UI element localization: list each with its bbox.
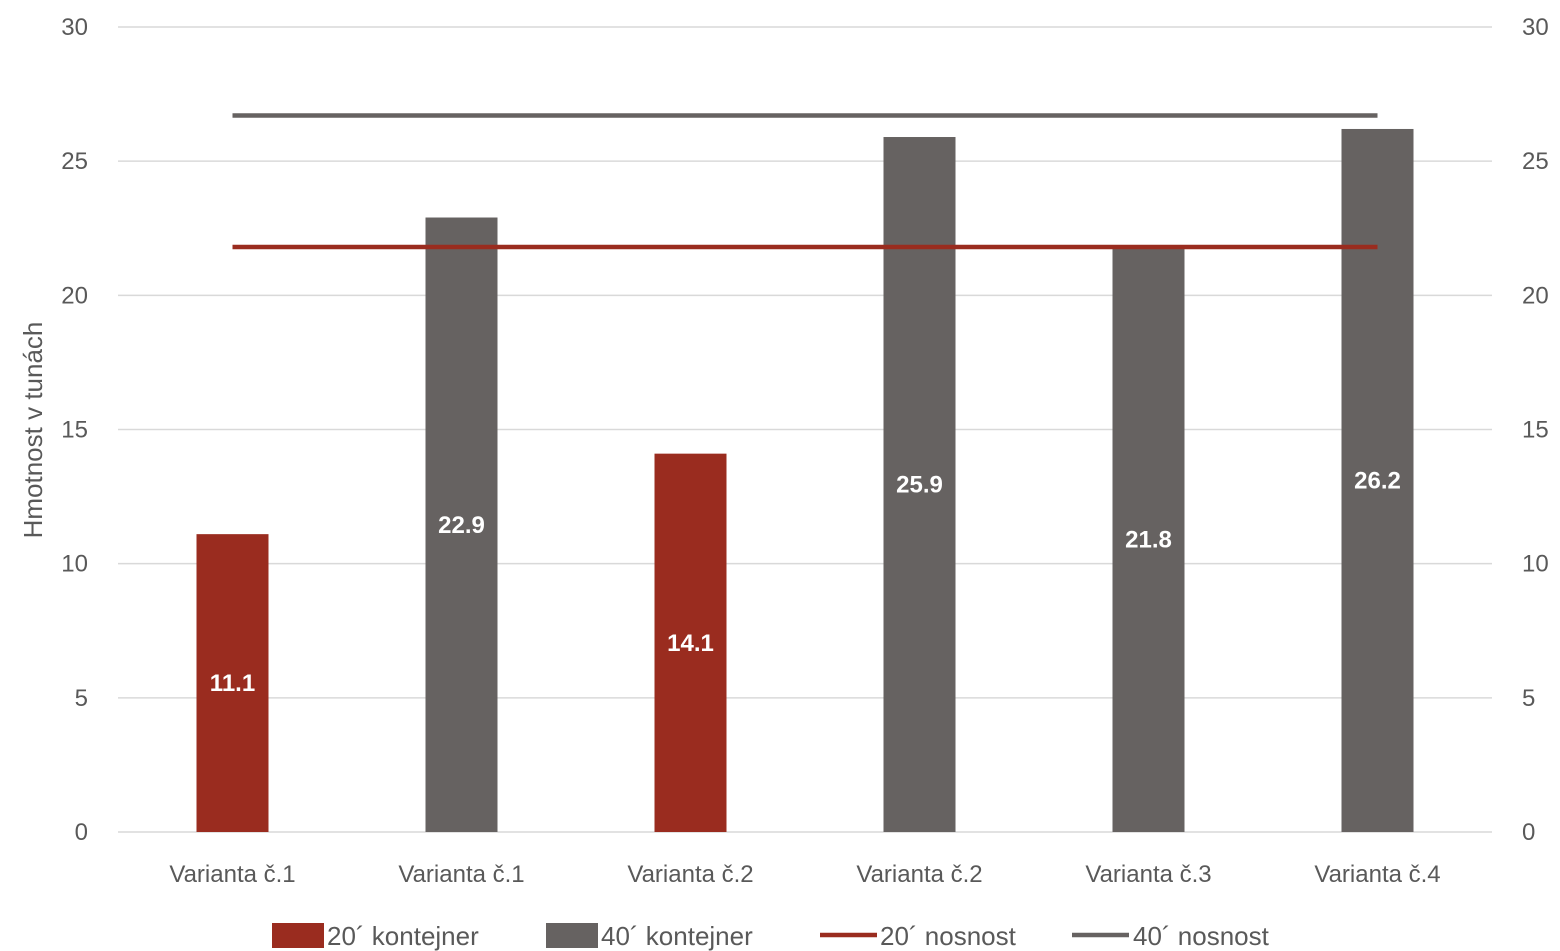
y-tick-label: 25 <box>61 148 88 175</box>
legend: 20´ kontejner 40´ kontejner 20´ nosnost 40´… <box>272 921 1270 951</box>
y-axis-label: Hmotnost v tunách <box>18 322 48 539</box>
data-label: 11.1 <box>210 670 255 697</box>
legend-label: 20´ kontejner <box>327 921 479 951</box>
bar <box>196 534 269 832</box>
bar <box>883 137 956 832</box>
data-label: 25.9 <box>896 472 943 499</box>
y2-tick-label: 30 <box>1522 14 1549 41</box>
legend-swatch <box>272 923 324 948</box>
x-tick-label: Varianta č.2 <box>856 861 982 888</box>
y-axis-ticks: 0 5 10 15 20 25 30 <box>61 14 88 846</box>
y-tick-label: 30 <box>61 14 88 41</box>
data-label: 22.9 <box>438 512 485 539</box>
bar <box>425 217 498 832</box>
x-tick-label: Varianta č.2 <box>627 861 753 888</box>
x-tick-label: Varianta č.1 <box>169 861 295 888</box>
legend-label: 40´ kontejner <box>601 921 753 951</box>
y2-axis-ticks: 0 5 10 15 20 25 30 <box>1522 14 1549 846</box>
x-axis-categories: Varianta č.1 Varianta č.1 Varianta č.2 Vari… <box>169 861 1440 888</box>
bar <box>654 453 727 832</box>
y-tick-label: 20 <box>61 282 88 309</box>
y2-tick-label: 5 <box>1522 685 1535 712</box>
x-tick-label: Varianta č.3 <box>1085 861 1211 888</box>
legend-swatch <box>546 923 598 948</box>
x-tick-label: Varianta č.4 <box>1314 861 1440 888</box>
y2-tick-label: 0 <box>1522 819 1535 846</box>
legend-label: 20´ nosnost <box>880 921 1017 951</box>
legend-label: 40´ nosnost <box>1133 921 1270 951</box>
y2-tick-label: 20 <box>1522 282 1549 309</box>
y-tick-label: 5 <box>75 685 88 712</box>
y2-tick-label: 25 <box>1522 148 1549 175</box>
bar <box>1112 247 1185 833</box>
y-tick-label: 15 <box>61 417 88 444</box>
data-labels: 11.1 22.9 14.1 25.9 21.8 26.2 <box>210 467 1401 697</box>
gridlines <box>118 26 1492 833</box>
reference-lines <box>232 113 1378 250</box>
y2-tick-label: 15 <box>1522 417 1549 444</box>
data-label: 14.1 <box>667 630 714 657</box>
y-tick-label: 10 <box>61 551 88 578</box>
bars <box>196 128 1414 833</box>
y-tick-label: 0 <box>75 819 88 846</box>
x-tick-label: Varianta č.1 <box>398 861 524 888</box>
y2-tick-label: 10 <box>1522 551 1549 578</box>
data-label: 26.2 <box>1354 467 1401 494</box>
data-label: 21.8 <box>1125 527 1172 554</box>
